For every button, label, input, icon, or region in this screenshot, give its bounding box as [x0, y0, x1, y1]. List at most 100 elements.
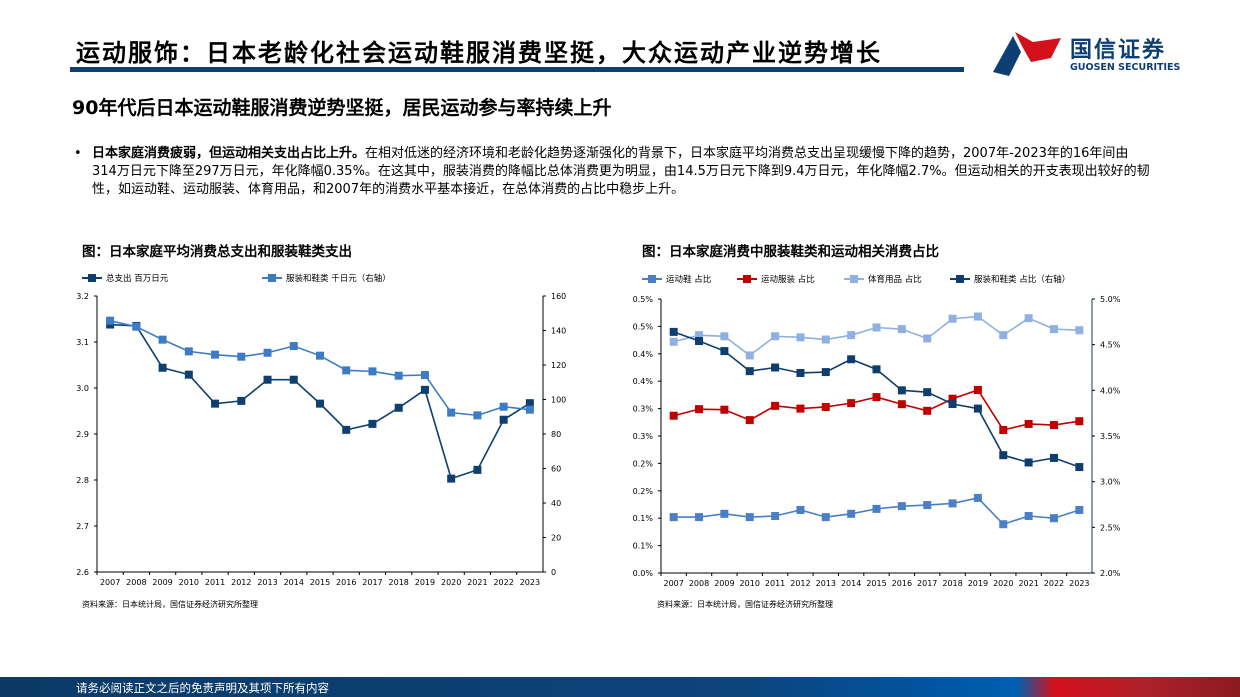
data-point [923, 334, 932, 343]
x-tick-label: 2022 [493, 578, 513, 587]
x-tick-label: 2014 [841, 579, 861, 588]
data-point [847, 355, 856, 364]
y_left-tick-label: 0.3% [633, 405, 654, 414]
data-point [1075, 505, 1084, 514]
data-point [447, 474, 456, 483]
x-tick-label: 2020 [993, 579, 1013, 588]
y_left-tick-label: 0.3% [633, 432, 654, 441]
data-point [821, 513, 830, 522]
right-chart-title: 图：日本家庭消费中服装鞋类和运动相关消费占比 [642, 244, 939, 260]
data-point [342, 425, 351, 434]
data-point [948, 394, 957, 403]
x-tick-label: 2007 [663, 579, 683, 588]
legend-marker [743, 275, 751, 283]
title-underline [70, 67, 964, 72]
y_right-tick-label: 160 [551, 292, 566, 301]
data-point [1075, 326, 1084, 335]
legend-marker [268, 274, 276, 282]
data-point [973, 404, 982, 413]
legend-marker [956, 275, 964, 283]
data-point [525, 399, 534, 408]
x-tick-label: 2010 [740, 579, 760, 588]
data-point [316, 351, 324, 360]
bullet-icon: • [74, 146, 82, 161]
data-point [923, 501, 932, 510]
data-point [1049, 325, 1058, 334]
y_right-tick-label: 20 [551, 534, 561, 543]
guosen-logo [993, 32, 1061, 76]
data-point [695, 513, 704, 522]
data-point [695, 331, 704, 340]
data-point [872, 323, 881, 332]
y_right-tick-label: 140 [551, 327, 566, 336]
legend-label: 运动服装 占比 [761, 274, 815, 285]
x-tick-label: 2015 [866, 579, 886, 588]
x-tick-label: 2008 [126, 578, 146, 587]
y_left-tick-label: 3.1 [76, 338, 89, 347]
footer-disclaimer: 请务必阅读正文之后的免责声明及其项下所有内容 [76, 681, 329, 695]
data-point [771, 512, 780, 521]
data-point [720, 509, 729, 518]
data-point [420, 385, 429, 394]
data-point [473, 465, 482, 474]
legend-marker [850, 275, 858, 283]
x-tick-label: 2019 [968, 579, 988, 588]
data-point [821, 402, 830, 411]
x-tick-label: 2019 [415, 578, 435, 587]
x-tick-label: 2012 [231, 578, 251, 587]
x-tick-label: 2012 [790, 579, 810, 588]
y_left-tick-label: 0.1% [633, 514, 654, 523]
data-point [394, 403, 403, 412]
y_left-tick-label: 0.0% [633, 569, 654, 578]
x-tick-label: 2020 [441, 578, 461, 587]
data-point [948, 314, 957, 323]
legend-label: 服装和鞋类 千日元（右轴） [286, 273, 391, 284]
data-point [948, 400, 957, 409]
y_right-tick-label: 2.0% [1100, 569, 1121, 578]
left-chart: 3.2 3.1 3.0 2.9 2.8 2.7 2.6 160 140 120 100 80 60 40 2… [76, 273, 566, 587]
data-point [289, 342, 298, 351]
y_left-tick-label: 3.2 [76, 292, 89, 301]
y_left-tick-label: 2.9 [76, 430, 89, 439]
data-point [923, 388, 932, 397]
x-tick-label: 2011 [205, 578, 225, 587]
data-point [745, 416, 754, 425]
data-point [1075, 417, 1084, 426]
x-tick-label: 2007 [100, 578, 120, 587]
y_right-tick-label: 3.0% [1100, 478, 1121, 487]
data-point [897, 386, 906, 395]
data-point [897, 502, 906, 511]
data-point [999, 451, 1008, 460]
data-point [796, 505, 805, 514]
data-point [1024, 419, 1033, 428]
x-tick-label: 2022 [1044, 579, 1064, 588]
data-point [211, 350, 220, 359]
data-point [184, 347, 193, 356]
data-point [106, 316, 115, 325]
data-point [211, 399, 220, 408]
data-point [796, 333, 805, 342]
data-point [897, 325, 906, 334]
x-tick-label: 2011 [765, 579, 785, 588]
data-point [973, 385, 982, 394]
data-point [1024, 458, 1033, 467]
x-tick-label: 2018 [389, 578, 409, 587]
data-point [999, 331, 1008, 340]
data-point [394, 371, 403, 380]
data-point [669, 411, 678, 420]
data-point [720, 332, 729, 341]
logo-blue-shape [993, 36, 1021, 76]
y_right-tick-label: 2.5% [1100, 523, 1121, 532]
legend-label: 运动鞋 占比 [666, 274, 711, 285]
y_right-tick-label: 5.0% [1100, 295, 1121, 304]
data-point [184, 370, 193, 379]
data-point [999, 520, 1008, 529]
data-point [771, 401, 780, 410]
data-point [473, 411, 482, 420]
data-point [745, 351, 754, 360]
data-point [420, 371, 429, 380]
y_left-tick-label: 2.6 [76, 568, 89, 577]
left-chart-source: 资料来源：日本统计局，国信证券经济研究所整理 [82, 600, 258, 609]
data-point [695, 337, 704, 346]
y_right-tick-label: 0 [551, 568, 556, 577]
